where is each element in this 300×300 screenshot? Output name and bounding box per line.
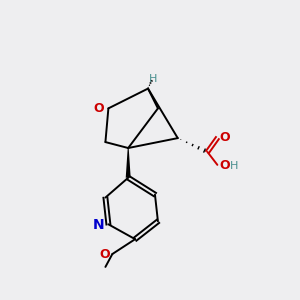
Text: H: H bbox=[149, 74, 157, 84]
Text: O: O bbox=[219, 159, 230, 172]
Polygon shape bbox=[126, 148, 131, 178]
Text: O: O bbox=[93, 102, 104, 115]
Text: H: H bbox=[230, 161, 238, 171]
Text: N: N bbox=[93, 218, 104, 232]
Text: O: O bbox=[99, 248, 110, 260]
Text: O: O bbox=[219, 130, 230, 144]
